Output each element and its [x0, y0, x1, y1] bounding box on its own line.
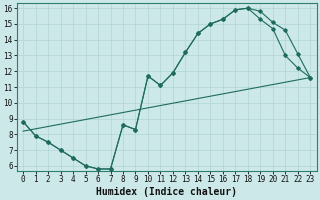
X-axis label: Humidex (Indice chaleur): Humidex (Indice chaleur) [96, 186, 237, 197]
